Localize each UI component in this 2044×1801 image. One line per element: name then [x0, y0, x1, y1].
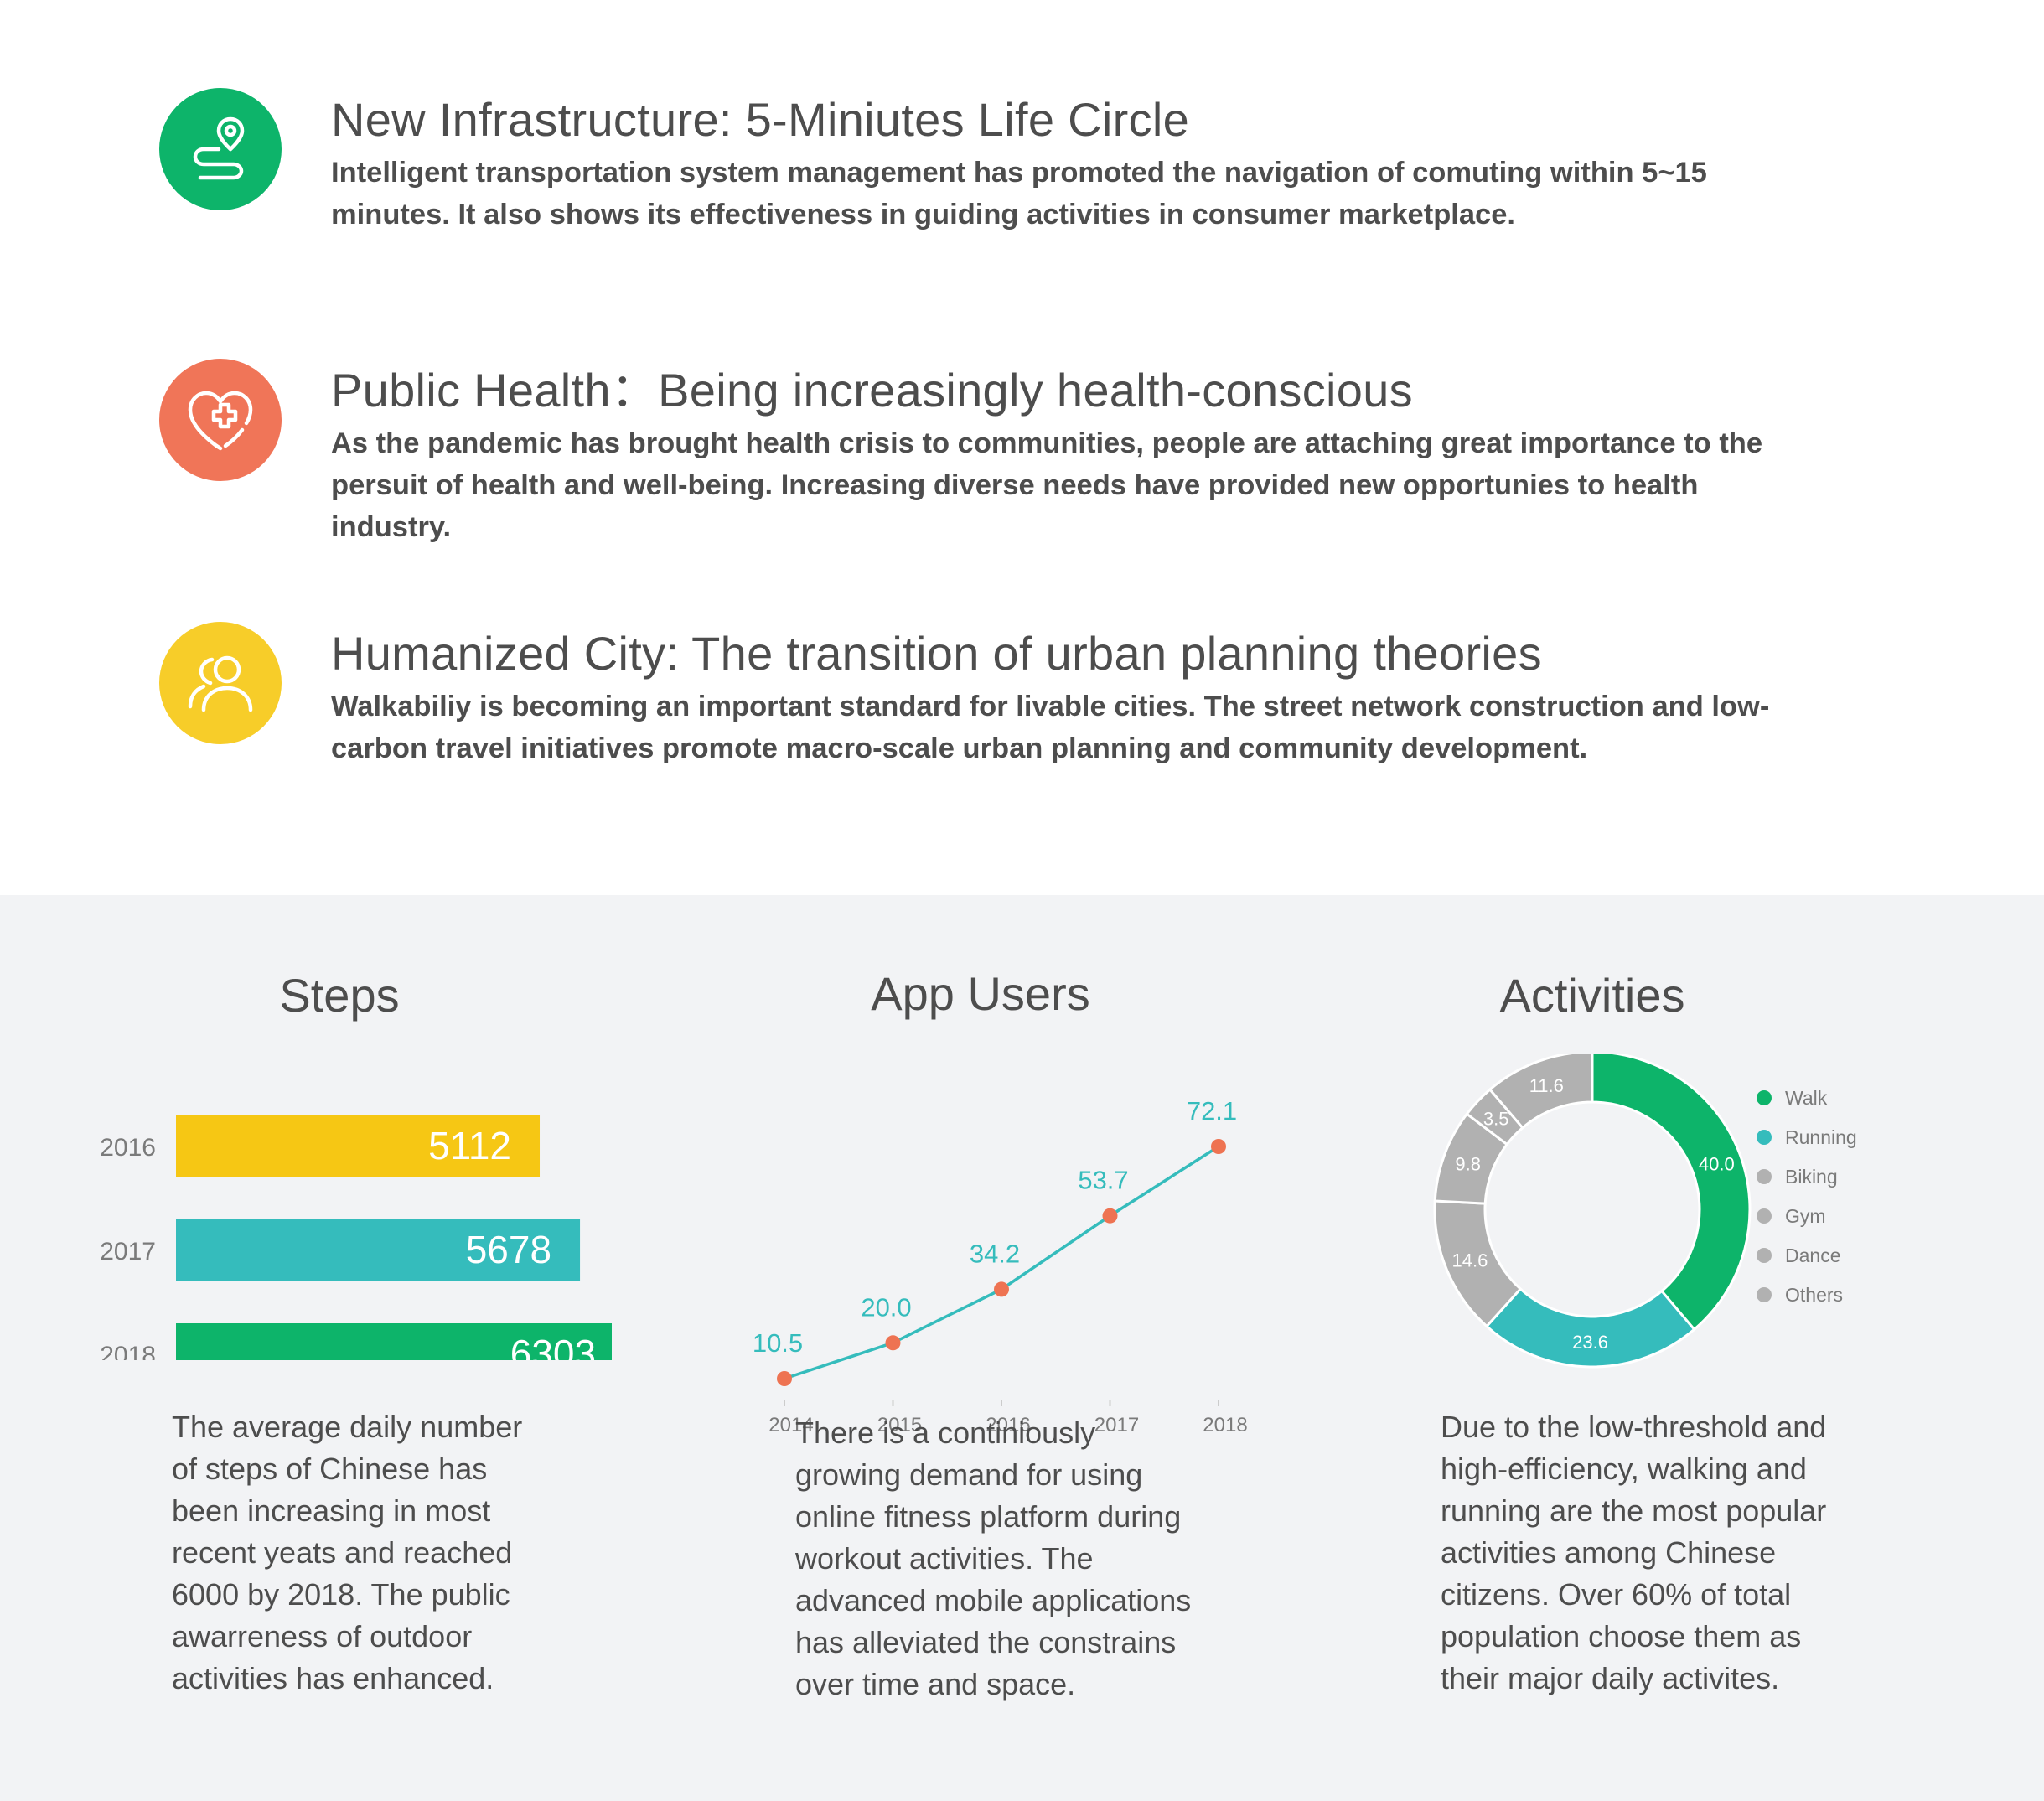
legend-swatch [1757, 1090, 1772, 1105]
item-body: As the pandemic has brought health crisi… [331, 427, 1763, 543]
steps-bar-value: 5678 [466, 1228, 551, 1271]
x-tick-label: 2017 [1094, 1414, 1139, 1436]
donut-slice [1591, 1054, 1752, 1332]
legend-label: Dance [1785, 1245, 1840, 1266]
steps-description: The average daily number of steps of Chi… [172, 1410, 523, 1695]
x-tick-label: 2016 [986, 1414, 1030, 1436]
legend-label: Running [1785, 1126, 1857, 1148]
legend-swatch [1757, 1248, 1772, 1263]
activities-description: Due to the low-threshold and high-effici… [1441, 1410, 1827, 1695]
stats-section: Steps 2016 5112 2017 5678 2018 6303 The avera… [0, 895, 2044, 1801]
activities-donut-chart: 40.0 23.6 14.6 9.8 3.5 11.6 Walk Running Biking G… [1433, 1054, 1857, 1369]
intro-section: New Infrastructure: 5-Miniutes Life Circ… [0, 0, 2044, 895]
app-users-title: App Users [871, 967, 1090, 1020]
route-pin-icon [193, 116, 245, 180]
legend-label: Others [1785, 1284, 1843, 1306]
steps-year-label: 2018 [100, 1342, 156, 1360]
item-title: Humanized City: The transition of urban … [331, 627, 1542, 680]
donut-slice-label: 23.6 [1572, 1332, 1608, 1353]
icon-circle [159, 359, 282, 481]
donut-slice-label: 11.6 [1529, 1075, 1564, 1096]
legend-swatch [1757, 1287, 1772, 1302]
steps-bar-value: 6303 [510, 1332, 596, 1360]
steps-bar [176, 1115, 541, 1177]
legend-swatch [1757, 1169, 1772, 1184]
steps-bar [176, 1219, 581, 1281]
app-users-data-label: 20.0 [861, 1292, 911, 1322]
x-tick-label: 2018 [1203, 1414, 1247, 1436]
steps-year-label: 2016 [100, 1134, 156, 1162]
heart-cross-icon [188, 391, 253, 451]
app-users-data-label: 34.2 [970, 1239, 1020, 1268]
donut-slice-label: 9.8 [1455, 1154, 1481, 1175]
legend-label: Biking [1785, 1166, 1838, 1188]
activities-title: Activities [1499, 969, 1685, 1022]
steps-year-label: 2017 [100, 1238, 156, 1265]
app-users-point [777, 1371, 792, 1386]
app-users-line-chart: 2014 2015 2016 2017 2018 10.5 20.0 34.2 53.7 72.1 [753, 1096, 1248, 1436]
steps-bar [176, 1323, 612, 1360]
icon-circle [159, 88, 282, 210]
app-users-point [994, 1281, 1009, 1297]
people-icon [188, 655, 253, 712]
legend-swatch [1757, 1130, 1772, 1145]
x-tick-label: 2014 [768, 1414, 813, 1436]
app-users-data-label: 53.7 [1078, 1166, 1128, 1195]
item-title: New Infrastructure: 5-Miniutes Life Circ… [331, 93, 1190, 146]
steps-bar-value: 5112 [428, 1124, 511, 1167]
app-users-point [1211, 1139, 1226, 1154]
app-users-data-label: 10.5 [753, 1328, 803, 1358]
x-tick-label: 2015 [877, 1414, 922, 1436]
donut-slice-label: 40.0 [1699, 1154, 1735, 1175]
donut-slice [1488, 1054, 1594, 1130]
legend-label: Walk [1785, 1087, 1828, 1109]
item-body: Intelligent transportation system manage… [331, 157, 1707, 230]
donut-slice-label: 3.5 [1483, 1108, 1509, 1129]
donut-slice [1484, 1286, 1696, 1369]
app-users-description: There is a continiously growing demand f… [795, 1415, 1192, 1701]
item-title: Public Health：Being increasingly health-… [331, 364, 1413, 417]
legend-label: Gym [1785, 1205, 1826, 1227]
steps-bar-chart: 2016 5112 2017 5678 2018 6303 [100, 1115, 612, 1360]
donut-slice-label: 14.6 [1452, 1250, 1488, 1271]
app-users-data-label: 72.1 [1187, 1096, 1237, 1126]
app-users-point [885, 1335, 901, 1351]
icon-circle [159, 622, 282, 744]
steps-title: Steps [279, 969, 400, 1022]
app-users-point [1102, 1208, 1118, 1224]
legend-swatch [1757, 1208, 1772, 1224]
item-body: Walkabiliy is becoming an important stan… [331, 691, 1770, 764]
